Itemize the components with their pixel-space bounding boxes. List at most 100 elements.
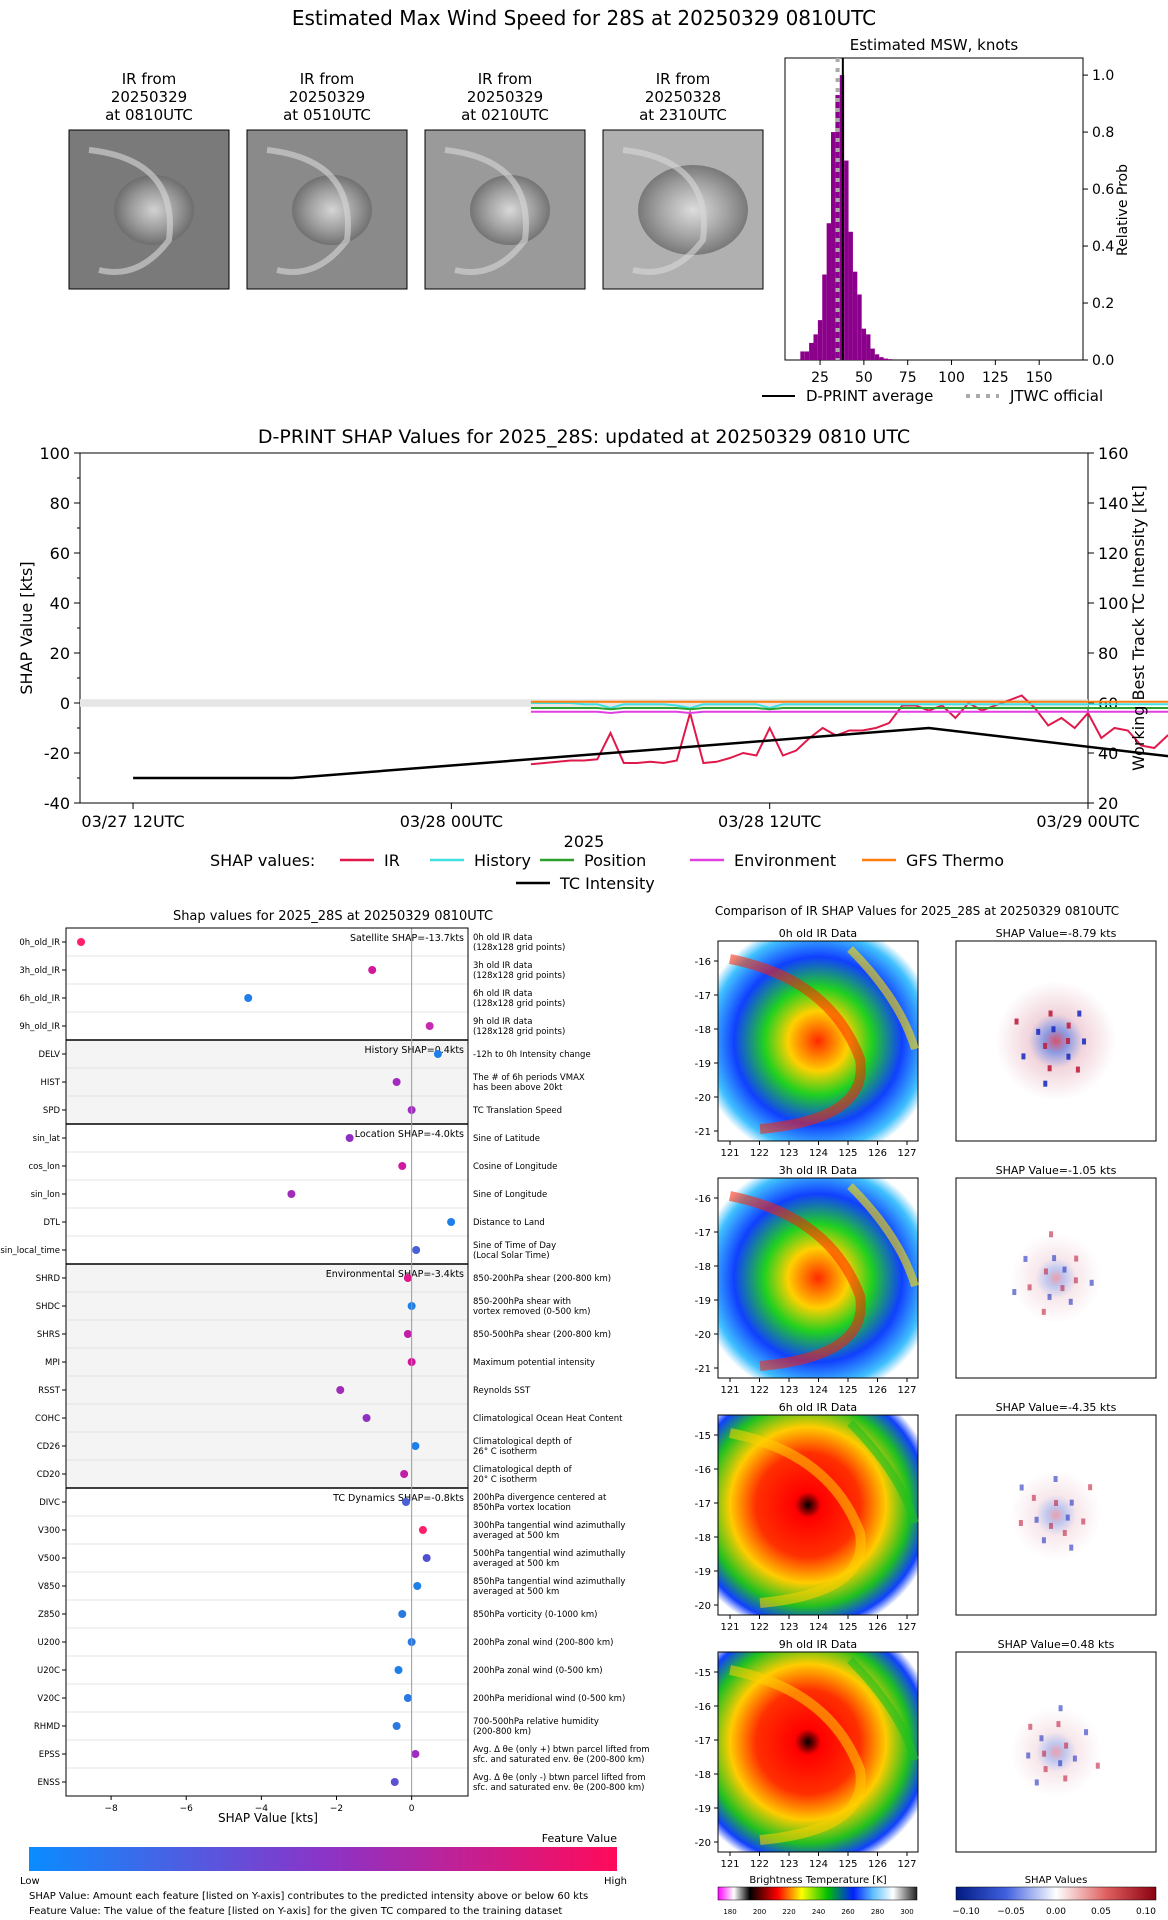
- shap-panel-speckle: [1056, 1721, 1061, 1728]
- feature-description: averaged at 500 km: [473, 1587, 559, 1597]
- feature-name: EPSS: [39, 1750, 60, 1760]
- ir-panel-xtick-label: 127: [897, 1385, 916, 1396]
- feature-xtick-label: −8: [104, 1804, 118, 1814]
- ir-panel-ytick-label: -16: [695, 957, 711, 968]
- shap-feature-panel: Shap values for 2025_28S at 20250329 081…: [0, 909, 649, 1917]
- ir-panel-image: [717, 1177, 919, 1379]
- timeseries-legend: SHAP values: IR History Position Environmen…: [210, 851, 1004, 893]
- ts-ytick-right-label: 40: [1098, 744, 1118, 763]
- shap-panel-speckle: [1063, 1775, 1068, 1782]
- ir-panel-xtick-label: 124: [809, 1859, 828, 1870]
- shap-panel-speckle: [1018, 1520, 1023, 1527]
- feature-point: [433, 1050, 442, 1058]
- ir-panel-band-outer: [847, 1420, 919, 1525]
- feature-name: 6h_old_IR: [19, 994, 60, 1004]
- colorbar-low: Low: [20, 1876, 40, 1887]
- ir-panel-title: 9h old IR Data: [779, 1638, 857, 1651]
- bt-colorbar: [717, 1886, 918, 1901]
- shap-panel-title: SHAP Value=-4.35 kts: [996, 1401, 1117, 1414]
- ir-thumb-spiral-band: [88, 147, 173, 275]
- bt-colorbar-ticks: 180 200 220 240 260 280 300: [723, 1908, 913, 1916]
- feature-name: ENSS: [37, 1778, 60, 1788]
- ir-panel-ytick-label: -20: [695, 1601, 711, 1612]
- feature-point: [336, 1386, 345, 1394]
- group-label: Location SHAP=-4.0kts: [355, 1129, 464, 1140]
- feature-description: -12h to 0h Intensity change: [473, 1050, 591, 1060]
- shap-panel-speckle: [1039, 1735, 1044, 1742]
- ts-ytick-right-label: 20: [1098, 794, 1118, 813]
- shap-panel-speckle: [1041, 1537, 1046, 1544]
- shap-panel-speckle: [1058, 1760, 1063, 1767]
- ir-thumb-label-2: 20250329: [467, 88, 543, 106]
- feature-xtick-label: −2: [330, 1804, 343, 1814]
- ts-ytick-label: 40: [50, 594, 70, 613]
- ir-thumb-spiral-band: [266, 147, 351, 275]
- feature-description: 850-500hPa shear (200-800 km): [473, 1330, 611, 1340]
- shap-panel-speckle: [1084, 1729, 1089, 1736]
- feature-description: 200hPa zonal wind (0-500 km): [473, 1666, 603, 1676]
- ir-panel-ytick-label: -19: [695, 1567, 711, 1578]
- feature-description: 850hPa tangential wind azimuthally: [473, 1577, 625, 1587]
- ir-panel-ytick-label: -20: [695, 1093, 711, 1104]
- feature-description: Climatological depth of: [473, 1465, 573, 1475]
- feature-xtick-label: 0: [409, 1804, 415, 1814]
- feature-name: 9h_old_IR: [19, 1022, 60, 1032]
- feature-description: Cosine of Longitude: [473, 1162, 557, 1172]
- ir-thumb-spiral-band: [622, 147, 707, 275]
- series-line-history: [530, 702, 1168, 710]
- ir-panel-title: 6h old IR Data: [779, 1401, 857, 1414]
- feature-name: V500: [38, 1554, 60, 1564]
- tc-intensity-line: [133, 726, 1168, 780]
- histogram-ytick-label: 0.6: [1092, 182, 1114, 198]
- shap-panel-speckle: [1062, 1529, 1067, 1536]
- shap-panel-speckle: [1058, 1705, 1063, 1712]
- ir-panel-ytick-label: -15: [695, 1668, 711, 1679]
- histogram-xtick-label: 50: [855, 370, 873, 386]
- histogram-ytick-label: 1.0: [1092, 68, 1114, 84]
- shap-panel-speckle: [1066, 1053, 1071, 1060]
- shap-panel-speckle: [1034, 1779, 1039, 1786]
- bt-tick-label: 220: [782, 1908, 795, 1916]
- shap-panel-speckle: [1081, 1518, 1086, 1525]
- histogram-bar: [800, 351, 805, 360]
- feature-point: [398, 1162, 407, 1170]
- ts-ytick-label: -40: [44, 794, 70, 813]
- shap-panel-speckle: [1026, 1752, 1031, 1759]
- feature-name: SHRD: [36, 1274, 61, 1284]
- ir-panel-xtick-label: 126: [868, 1622, 887, 1633]
- shap-panel-speckle: [1034, 1516, 1039, 1523]
- ir-thumb-label-2: 20250328: [645, 88, 721, 106]
- ts-xtick-label: 03/27 12UTC: [81, 812, 184, 831]
- timeseries-body: -40-200204060801002040608010012014016003…: [39, 444, 1168, 831]
- shap-panel-speckle: [1065, 1514, 1070, 1521]
- group-band: [66, 1124, 468, 1264]
- ir-panel-image: [717, 940, 919, 1142]
- feature-name: DTL: [44, 1218, 61, 1228]
- feature-point: [244, 994, 253, 1002]
- feature-name: DIVC: [39, 1498, 60, 1508]
- colorbar-title: Feature Value: [542, 1832, 618, 1845]
- feature-description: 200hPa meridional wind (0-500 km): [473, 1694, 625, 1704]
- feature-point: [362, 1414, 371, 1422]
- ir-thumb-label-1: IR from: [478, 70, 533, 88]
- feature-description: sfc. and saturated env. θe (200-800 km): [473, 1783, 645, 1793]
- ts-ytick-right-label: 160: [1098, 444, 1129, 463]
- shap-panel-speckle: [1014, 1018, 1019, 1025]
- shap-timeseries: D-PRINT SHAP Values for 2025_28S: update…: [17, 426, 1168, 893]
- feature-description: 200hPa zonal wind (200-800 km): [473, 1638, 613, 1648]
- ir-panel-image: [717, 1651, 919, 1853]
- shap-panel-title: SHAP Value=-1.05 kts: [996, 1164, 1117, 1177]
- ir-thumb-label-3: at 0810UTC: [105, 106, 193, 124]
- feature-description: Avg. Δ θe (only -) btwn parcel lifted fr…: [473, 1773, 646, 1783]
- bt-tick-label: 300: [900, 1908, 913, 1916]
- feature-name: Z850: [38, 1610, 60, 1620]
- feature-description: averaged at 500 km: [473, 1559, 559, 1569]
- shap-panel-speckle: [1074, 1255, 1079, 1262]
- ir-panel-ytick-label: -17: [695, 991, 711, 1002]
- ir-panel-ytick-label: -21: [695, 1364, 711, 1375]
- timeseries-ylabel-right: Working Best Track TC Intensity [kt]: [1129, 485, 1148, 771]
- shap-tick-label: 0.10: [1136, 1907, 1156, 1917]
- histogram-bar: [870, 348, 875, 360]
- feature-description: The # of 6h periods VMAX: [472, 1073, 585, 1083]
